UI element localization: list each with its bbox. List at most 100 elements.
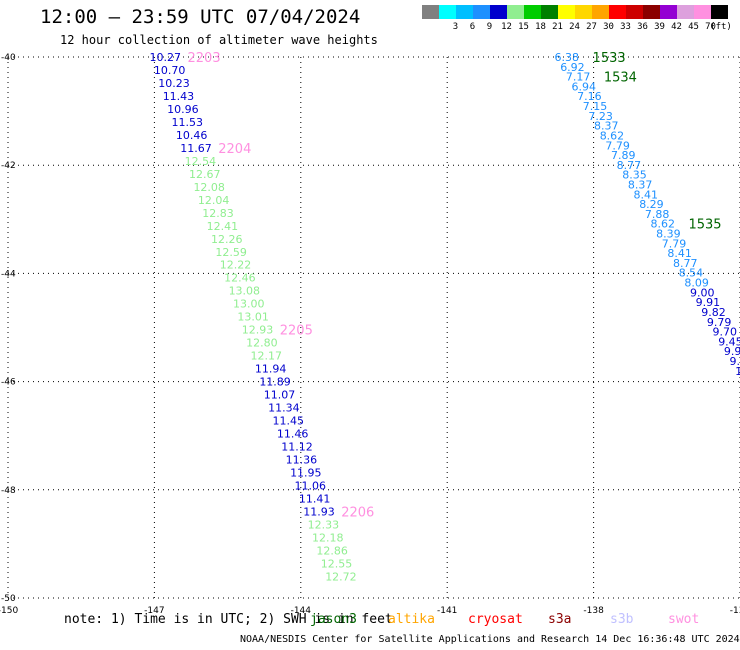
legend-swatch: [711, 5, 728, 19]
wave-height-value: 7.88: [645, 208, 670, 221]
wave-height-value: 8.62: [650, 218, 675, 231]
wave-height-value: 9.: [729, 355, 740, 368]
wave-height-value: 8.77: [673, 257, 698, 270]
legend-swatch: [575, 5, 592, 19]
x-tick-label: -144: [291, 606, 312, 616]
legend-swatch: [473, 5, 490, 19]
wave-height-value: 8.54: [679, 267, 704, 280]
wave-height-value: 12.41: [207, 220, 239, 233]
legend-swatch: [507, 5, 524, 19]
wave-height-value: 10.96: [167, 103, 199, 116]
legend-label: 39: [654, 22, 665, 32]
legend-swatch: [694, 5, 711, 19]
wave-height-value: 6.92: [560, 61, 585, 74]
wave-height-value: 8.77: [617, 159, 642, 172]
wave-height-value: 8.35: [622, 169, 647, 182]
wave-height-value: 10.46: [176, 129, 208, 142]
y-tick-label: -44: [1, 269, 16, 279]
wave-height-value: 12.33: [308, 518, 340, 531]
y-tick-label: -50: [1, 594, 16, 604]
x-tick-label: -135: [730, 606, 740, 616]
y-tick-label: -40: [1, 53, 16, 63]
track-time-label: 2206: [341, 505, 374, 520]
track-time-label: 1534: [604, 71, 637, 86]
y-tick-label: -46: [1, 378, 16, 388]
wave-height-value: 12.22: [220, 259, 252, 272]
wave-height-value: 12.54: [185, 155, 217, 168]
track-time-label: 2204: [218, 142, 251, 157]
legend-label: 6: [469, 22, 476, 32]
wave-height-value: 11.89: [259, 376, 291, 389]
track-time-label: 1535: [688, 218, 721, 233]
footer-note: note: 1) Time is in UTC; 2) SWH is in fe…: [64, 612, 393, 627]
wave-height-value: 8.37: [594, 120, 619, 133]
mission-swot: swot: [668, 612, 700, 627]
wave-height-value: 8.41: [634, 188, 659, 201]
wave-height-value: 9.79: [707, 316, 732, 329]
wave-height-value: 11.43: [163, 90, 195, 103]
mission-cryosat: cryosat: [468, 612, 523, 627]
wave-height-value: 11.94: [255, 363, 286, 376]
wave-height-value: 6.38: [555, 51, 580, 64]
wave-height-value: 12.17: [251, 350, 283, 363]
wave-height-value: 9.00: [690, 286, 715, 299]
wave-height-value: 12.72: [325, 570, 357, 583]
wave-height-value: 11.12: [281, 441, 313, 454]
y-tick-label: -42: [1, 161, 16, 171]
wave-height-value: 11.95: [290, 466, 322, 479]
wave-height-value: 11.45: [272, 415, 304, 428]
wave-height-value: 11.07: [264, 389, 296, 402]
wave-height-value: 8.41: [667, 247, 692, 260]
wave-height-value: 13.08: [229, 285, 260, 298]
wave-height-value: 10: [735, 365, 740, 378]
wave-height-value: 12.80: [246, 337, 277, 350]
wave-height-value: 6.94: [571, 80, 596, 93]
wave-height-value: 11.67: [180, 142, 212, 155]
wave-height-value: 7.16: [577, 90, 602, 103]
legend-label: 33: [620, 22, 631, 32]
legend-label: 42: [671, 22, 682, 32]
mission-s3b: s3b: [610, 612, 634, 627]
wave-height-value: 11.46: [277, 428, 309, 441]
legend-swatch: [592, 5, 609, 19]
legend-swatch: [422, 5, 439, 19]
chart-title: 12:00 – 23:59 UTC 07/04/2024: [40, 6, 361, 28]
wave-height-value: 12.83: [202, 207, 234, 220]
wave-height-value: 9.82: [701, 306, 726, 319]
wave-height-value: 10.23: [158, 77, 190, 90]
wave-height-value: 11.36: [286, 454, 318, 467]
mission-jason3: jason3: [310, 612, 357, 627]
wave-height-value: 11.34: [268, 402, 300, 415]
footer-credit: NOAA/NESDIS Center for Satellite Applica…: [240, 634, 740, 645]
legend-swatch: [541, 5, 558, 19]
chart-subtitle: 12 hour collection of altimeter wave hei…: [60, 33, 378, 47]
wave-height-value: 8.39: [656, 228, 681, 241]
legend-swatch: [677, 5, 694, 19]
x-tick-label: -150: [0, 606, 18, 616]
mission-s3a: s3a: [548, 612, 572, 627]
x-tick-label: -138: [583, 606, 604, 616]
wave-height-value: 7.17: [566, 71, 591, 84]
wave-height-value: 12.86: [316, 544, 348, 557]
y-tick-label: -48: [1, 486, 16, 496]
wave-height-value: 9.91: [696, 296, 721, 309]
legend-label: 12: [501, 22, 512, 32]
legend-label: 3: [452, 22, 459, 32]
wave-height-value: 8.62: [600, 129, 625, 142]
wave-height-value: 12.18: [312, 531, 344, 544]
wave-height-value: 11.53: [171, 116, 203, 129]
wave-height-value: 8.29: [639, 198, 664, 211]
wave-height-value: 11.41: [299, 492, 331, 505]
wave-height-value: 13.00: [233, 298, 265, 311]
wave-height-value: 8.09: [684, 277, 709, 290]
wave-height-value: 10.27: [150, 51, 182, 64]
legend-swatch: [643, 5, 660, 19]
track-time-label: 1533: [593, 51, 626, 66]
legend-unit: (ft): [710, 22, 732, 32]
track-time-label: 2203: [188, 51, 221, 66]
wave-height-value: 13.01: [237, 311, 268, 324]
legend-label: 21: [552, 22, 563, 32]
x-tick-label: -147: [144, 606, 164, 616]
wave-height-value: 12.55: [321, 557, 353, 570]
legend-swatch: [558, 5, 575, 19]
